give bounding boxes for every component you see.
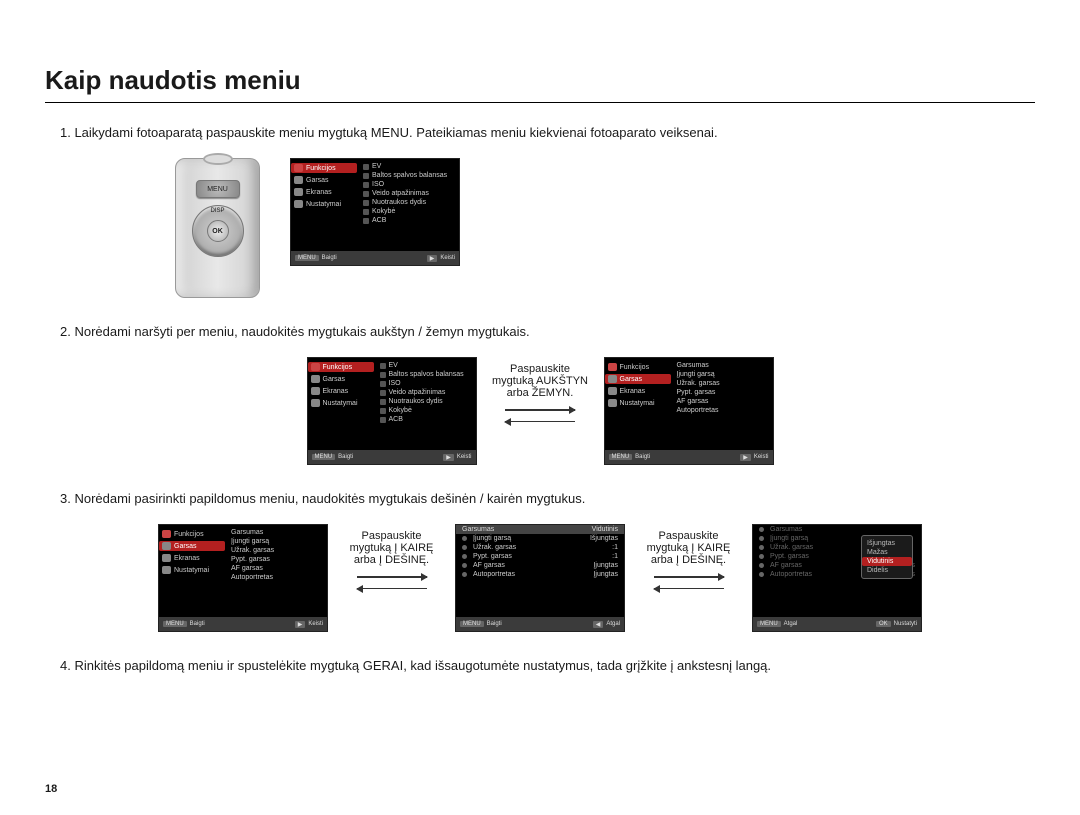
lcd-garsumas-popup: Garsumas Įjungti garsą Užrak. garsas Pyp… xyxy=(752,524,922,632)
volume-popup: Išjungtas Mažas Vidutinis Didelis xyxy=(861,535,913,579)
step-3-text: 3. Norėdami pasirinkti papildomus meniu,… xyxy=(60,491,1035,506)
arrow-right-icon xyxy=(654,576,724,578)
item-iso: ISO xyxy=(372,181,384,188)
popup-low: Mažas xyxy=(862,548,912,557)
disp-label: DISP xyxy=(210,208,224,214)
camera-illustration: MENU DISP OK xyxy=(175,158,260,298)
page-number: 18 xyxy=(45,783,57,795)
step-4-text: 4. Rinkitės papildomą meniu ir spustelėk… xyxy=(60,658,1035,673)
arrow-right-icon xyxy=(357,576,427,578)
tab-nustatymai: Nustatymai xyxy=(306,201,341,208)
lcd-garsas-2: Funkcijos Garsas Ekranas Nustatymai Gars… xyxy=(158,524,328,632)
tab-ekranas: Ekranas xyxy=(306,189,332,196)
lcd-garsas: Funkcijos Garsas Ekranas Nustatymai Gars… xyxy=(604,357,774,465)
footer-keisti: Keisti xyxy=(440,255,455,261)
arrow-right-icon xyxy=(505,409,575,411)
lcd-funkcijos-2: Funkcijos Garsas Ekranas Nustatymai EV B… xyxy=(307,357,477,465)
hint-left-right-2: Paspauskite mygtuką Į KAIRĘ arba Į DEŠIN… xyxy=(631,524,746,589)
step-3-graphics: Funkcijos Garsas Ekranas Nustatymai Gars… xyxy=(45,524,1035,632)
popup-mid: Vidutinis xyxy=(862,557,912,566)
arrow-left-icon xyxy=(357,588,427,590)
footer-menu-tag: MENU xyxy=(295,255,319,261)
footer-baigti: Baigti xyxy=(322,255,337,261)
camera-dpad: DISP OK xyxy=(192,205,244,257)
hint-up-down: Paspauskite mygtuką AUKŠTYN arba ŽEMYN. xyxy=(483,357,598,422)
item-baltos: Baltos spalvos balansas xyxy=(372,172,447,179)
step-1-text: 1. Laikydami fotoaparatą paspauskite men… xyxy=(60,125,1035,140)
item-veido: Veido atpažinimas xyxy=(372,190,429,197)
popup-high: Didelis xyxy=(862,566,912,575)
arrow-left-icon xyxy=(654,588,724,590)
page-title: Kaip naudotis meniu xyxy=(45,65,1035,103)
camera-ok-button: OK xyxy=(207,220,229,242)
popup-off: Išjungtas xyxy=(862,539,912,548)
item-ev: EV xyxy=(372,163,381,170)
footer-play-icon: ▶ xyxy=(427,255,438,262)
step-1-graphics: MENU DISP OK Funkcijos Garsas Ekranas Nu… xyxy=(175,158,1035,298)
camera-menu-button: MENU xyxy=(196,180,240,198)
arrow-left-icon xyxy=(505,421,575,423)
step-2-text: 2. Norėdami naršyti per meniu, naudokitė… xyxy=(60,324,1035,339)
step-2-graphics: Funkcijos Garsas Ekranas Nustatymai EV B… xyxy=(45,357,1035,465)
item-kokybe: Kokybė xyxy=(372,208,395,215)
item-acb: ACB xyxy=(372,217,386,224)
hint-left-right-1: Paspauskite mygtuką Į KAIRĘ arba Į DEŠIN… xyxy=(334,524,449,589)
lcd-garsumas-values: GarsumasVidutinis Įjungti garsąIšjungtas… xyxy=(455,524,625,632)
lcd-funkcijos: Funkcijos Garsas Ekranas Nustatymai EV B… xyxy=(290,158,460,266)
item-dydis: Nuotraukos dydis xyxy=(372,199,426,206)
tab-garsas: Garsas xyxy=(306,177,329,184)
tab-funkcijos: Funkcijos xyxy=(306,165,336,172)
